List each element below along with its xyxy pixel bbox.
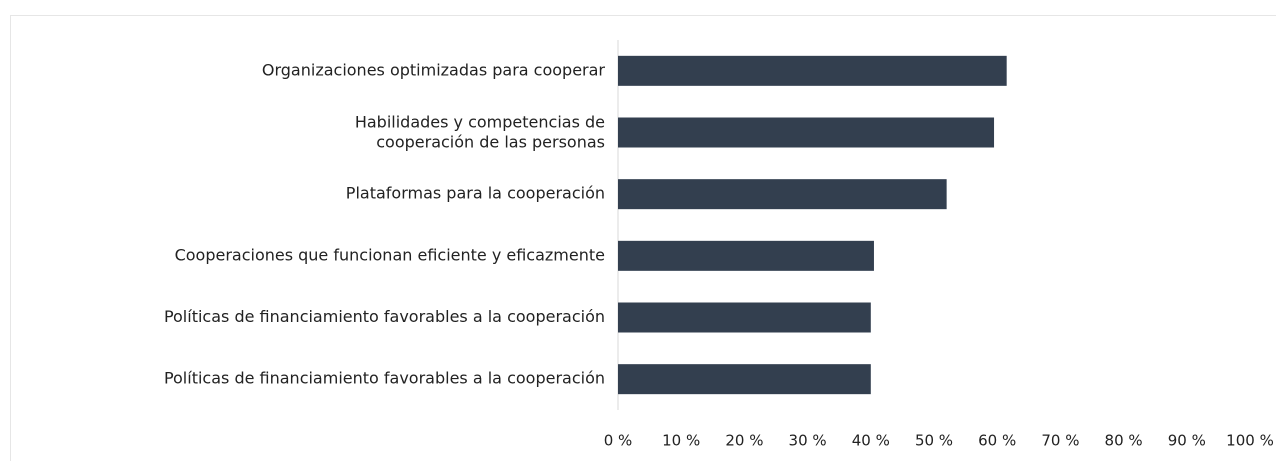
bar — [618, 117, 995, 148]
y-tick-label: Habilidades y competencias de cooperación… — [355, 112, 605, 151]
x-tick-label: 40 % — [852, 432, 890, 450]
bar — [618, 179, 947, 210]
x-tick-label: 100 % — [1226, 432, 1274, 450]
bar — [618, 240, 874, 271]
x-tick-label: 10 % — [662, 432, 700, 450]
x-tick-label: 50 % — [915, 432, 953, 450]
bar — [618, 55, 1007, 86]
x-tick-label: 20 % — [725, 432, 763, 450]
bar — [618, 302, 871, 333]
x-tick-label: 60 % — [978, 432, 1016, 450]
y-tick-label: Políticas de financiamiento favorables a… — [164, 307, 605, 326]
x-tick-label: 30 % — [789, 432, 827, 450]
x-tick-label: 80 % — [1105, 432, 1143, 450]
x-tick-label: 90 % — [1168, 432, 1206, 450]
x-tick-label: 0 % — [604, 432, 633, 450]
bar — [618, 364, 871, 395]
y-tick-label: Plataformas para la cooperación — [346, 184, 605, 203]
frame — [10, 15, 1276, 461]
y-tick-label: Organizaciones optimizadas para cooperar — [262, 60, 606, 79]
x-tick-label: 70 % — [1041, 432, 1079, 450]
y-tick-label: Cooperaciones que funcionan eficiente y … — [175, 245, 605, 264]
y-tick-label: Políticas de financiamiento favorables a… — [164, 369, 605, 388]
